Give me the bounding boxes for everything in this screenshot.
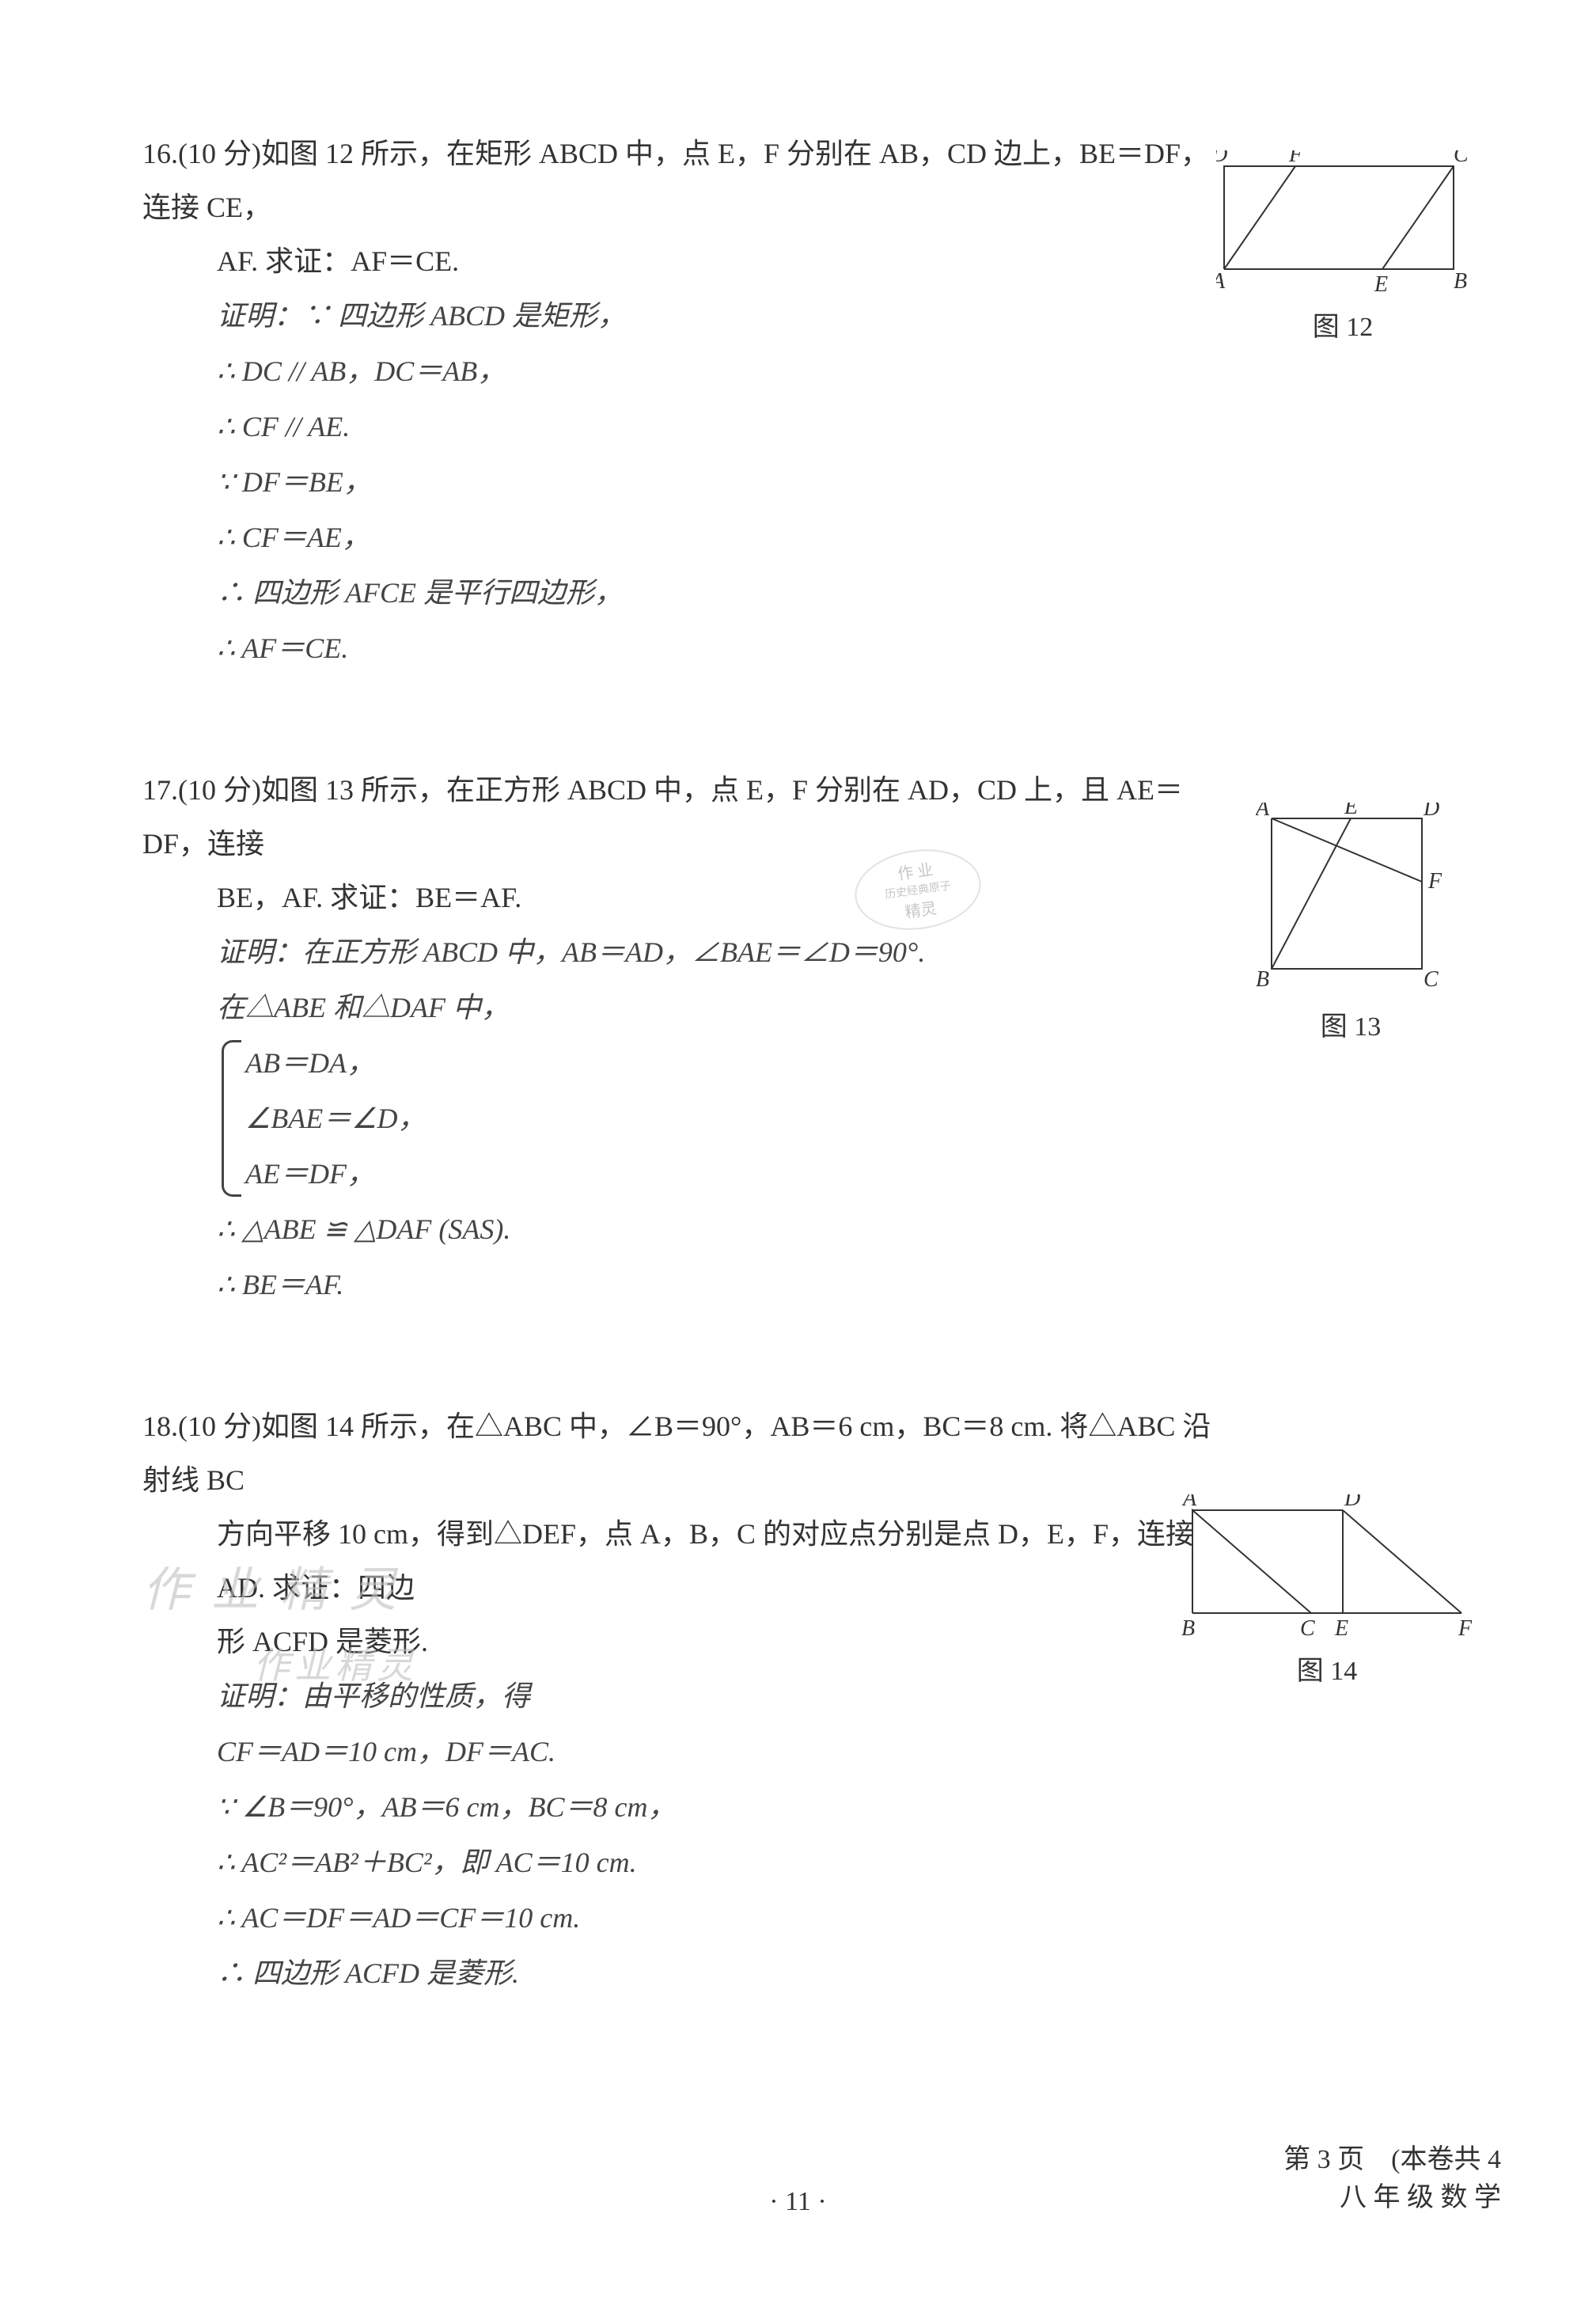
- fig14-E: E: [1334, 1616, 1348, 1637]
- problem-18-number: 18.: [142, 1410, 178, 1442]
- problem-16-proof-3: ∵ DF＝BE，: [142, 454, 1501, 510]
- problem-16-proof-2: ∴ CF // AE.: [142, 399, 1501, 454]
- problem-17-line2: BE，AF. 求证：BE＝AF.: [142, 871, 1219, 924]
- watermark-2: 作业精灵: [253, 1637, 418, 1689]
- fig13-C: C: [1424, 967, 1439, 992]
- fig12-D: D: [1216, 150, 1227, 167]
- fig13-F: F: [1427, 869, 1442, 894]
- problem-18-points: (10 分): [178, 1410, 261, 1442]
- fig13-D: D: [1423, 803, 1439, 821]
- fig12-B: B: [1454, 269, 1467, 293]
- fig14-C: C: [1300, 1616, 1315, 1637]
- fig13-E: E: [1344, 803, 1358, 819]
- problem-18-line1: 18.(10 分)如图 14 所示，在△ABC 中，∠B＝90°，AB＝6 cm…: [142, 1399, 1219, 1507]
- problem-17-proofpost-0: ∴ △ABE ≌ △DAF (SAS).: [142, 1202, 1501, 1257]
- figure-14-svg: A B C D E F: [1177, 1494, 1477, 1637]
- problem-17-brace: AB＝DA， ∠BAE＝∠D， AE＝DF，: [142, 1035, 1501, 1202]
- problem-18-proof-5: ∴ 四边形 ACFD 是菱形.: [142, 1946, 1501, 2001]
- fig14-A: A: [1181, 1494, 1197, 1511]
- problem-16-text1: 如图 12 所示，在矩形 ABCD 中，点 E，F 分别在 AB，CD 边上，B…: [142, 138, 1209, 223]
- footer-right: 第 3 页 (本卷共 4 八 年 级 数 学: [1283, 2141, 1501, 2217]
- problem-18-proof-4: ∴ AC＝DF＝AD＝CF＝10 cm.: [142, 1890, 1501, 1946]
- page-footer: · 11 · 第 3 页 (本卷共 4 八 年 级 数 学: [95, 2187, 1501, 2217]
- problem-16-proof-6: ∴ AF＝CE.: [142, 621, 1501, 676]
- fig13-A: A: [1256, 803, 1270, 821]
- figure-13-svg: A B C D E F: [1256, 803, 1446, 993]
- figure-14: A B C D E F 图 14: [1177, 1494, 1477, 1687]
- footer-right-top: 第 3 页 (本卷共 4: [1283, 2141, 1501, 2179]
- figure-13: A B C D E F 图 13: [1256, 803, 1446, 1043]
- problem-16: 16.(10 分)如图 12 所示，在矩形 ABCD 中，点 E，F 分别在 A…: [142, 127, 1501, 676]
- problem-17-brace-1: ∠BAE＝∠D，: [245, 1091, 1501, 1146]
- figure-12: A B C D E F 图 12: [1216, 150, 1469, 344]
- fig14-F: F: [1458, 1616, 1473, 1637]
- problem-16-proof-4: ∴ CF＝AE，: [142, 510, 1501, 565]
- fig13-B: B: [1256, 967, 1269, 992]
- problem-17-brace-0: AB＝DA，: [245, 1035, 1501, 1091]
- problem-17-text1: 如图 13 所示，在正方形 ABCD 中，点 E，F 分别在 AD，CD 上，且…: [142, 774, 1183, 860]
- problem-16-number: 16.: [142, 138, 178, 169]
- problem-18-proof-3: ∴ AC²＝AB²＋BC²，即 AC＝10 cm.: [142, 1835, 1501, 1890]
- problem-18-text1: 如图 14 所示，在△ABC 中，∠B＝90°，AB＝6 cm，BC＝8 cm.…: [142, 1410, 1211, 1496]
- problem-17-proofpost-1: ∴ BE＝AF.: [142, 1257, 1501, 1312]
- fig12-C: C: [1454, 150, 1469, 167]
- problem-16-proof-1: ∴ DC // AB，DC＝AB，: [142, 344, 1501, 399]
- fig12-F: F: [1288, 150, 1303, 167]
- problem-18: 18.(10 分)如图 14 所示，在△ABC 中，∠B＝90°，AB＝6 cm…: [142, 1399, 1501, 2001]
- problem-17-number: 17.: [142, 774, 178, 806]
- figure-12-svg: A B C D E F: [1216, 150, 1469, 293]
- page-content: 16.(10 分)如图 12 所示，在矩形 ABCD 中，点 E，F 分别在 A…: [0, 0, 1596, 2151]
- problem-16-line2: AF. 求证：AF＝CE.: [142, 234, 1219, 288]
- problem-17-points: (10 分): [178, 774, 261, 806]
- fig14-D: D: [1344, 1494, 1360, 1511]
- problem-16-points: (10 分): [178, 138, 261, 169]
- watermark-1: 作 业 精 灵: [142, 1551, 401, 1620]
- fig14-B: B: [1181, 1616, 1195, 1637]
- problem-17: 17.(10 分)如图 13 所示，在正方形 ABCD 中，点 E，F 分别在 …: [142, 763, 1501, 1312]
- figure-13-caption: 图 13: [1256, 1004, 1446, 1043]
- problem-18-proof-1: CF＝AD＝10 cm，DF＝AC.: [142, 1724, 1501, 1779]
- problem-17-line1: 17.(10 分)如图 13 所示，在正方形 ABCD 中，点 E，F 分别在 …: [142, 763, 1219, 871]
- fig12-E: E: [1374, 272, 1388, 293]
- figure-14-caption: 图 14: [1177, 1649, 1477, 1687]
- problem-16-proof-5: ∴ 四边形 AFCE 是平行四边形，: [142, 565, 1501, 621]
- problem-17-brace-2: AE＝DF，: [245, 1146, 1501, 1202]
- fig12-A: A: [1216, 269, 1226, 293]
- footer-right-bottom: 八 年 级 数 学: [1283, 2179, 1501, 2217]
- stamp-line3: 精灵: [904, 895, 938, 922]
- figure-12-caption: 图 12: [1216, 305, 1469, 344]
- problem-18-proof-2: ∵ ∠B＝90°，AB＝6 cm，BC＝8 cm，: [142, 1779, 1501, 1835]
- problem-16-line1: 16.(10 分)如图 12 所示，在矩形 ABCD 中，点 E，F 分别在 A…: [142, 127, 1219, 234]
